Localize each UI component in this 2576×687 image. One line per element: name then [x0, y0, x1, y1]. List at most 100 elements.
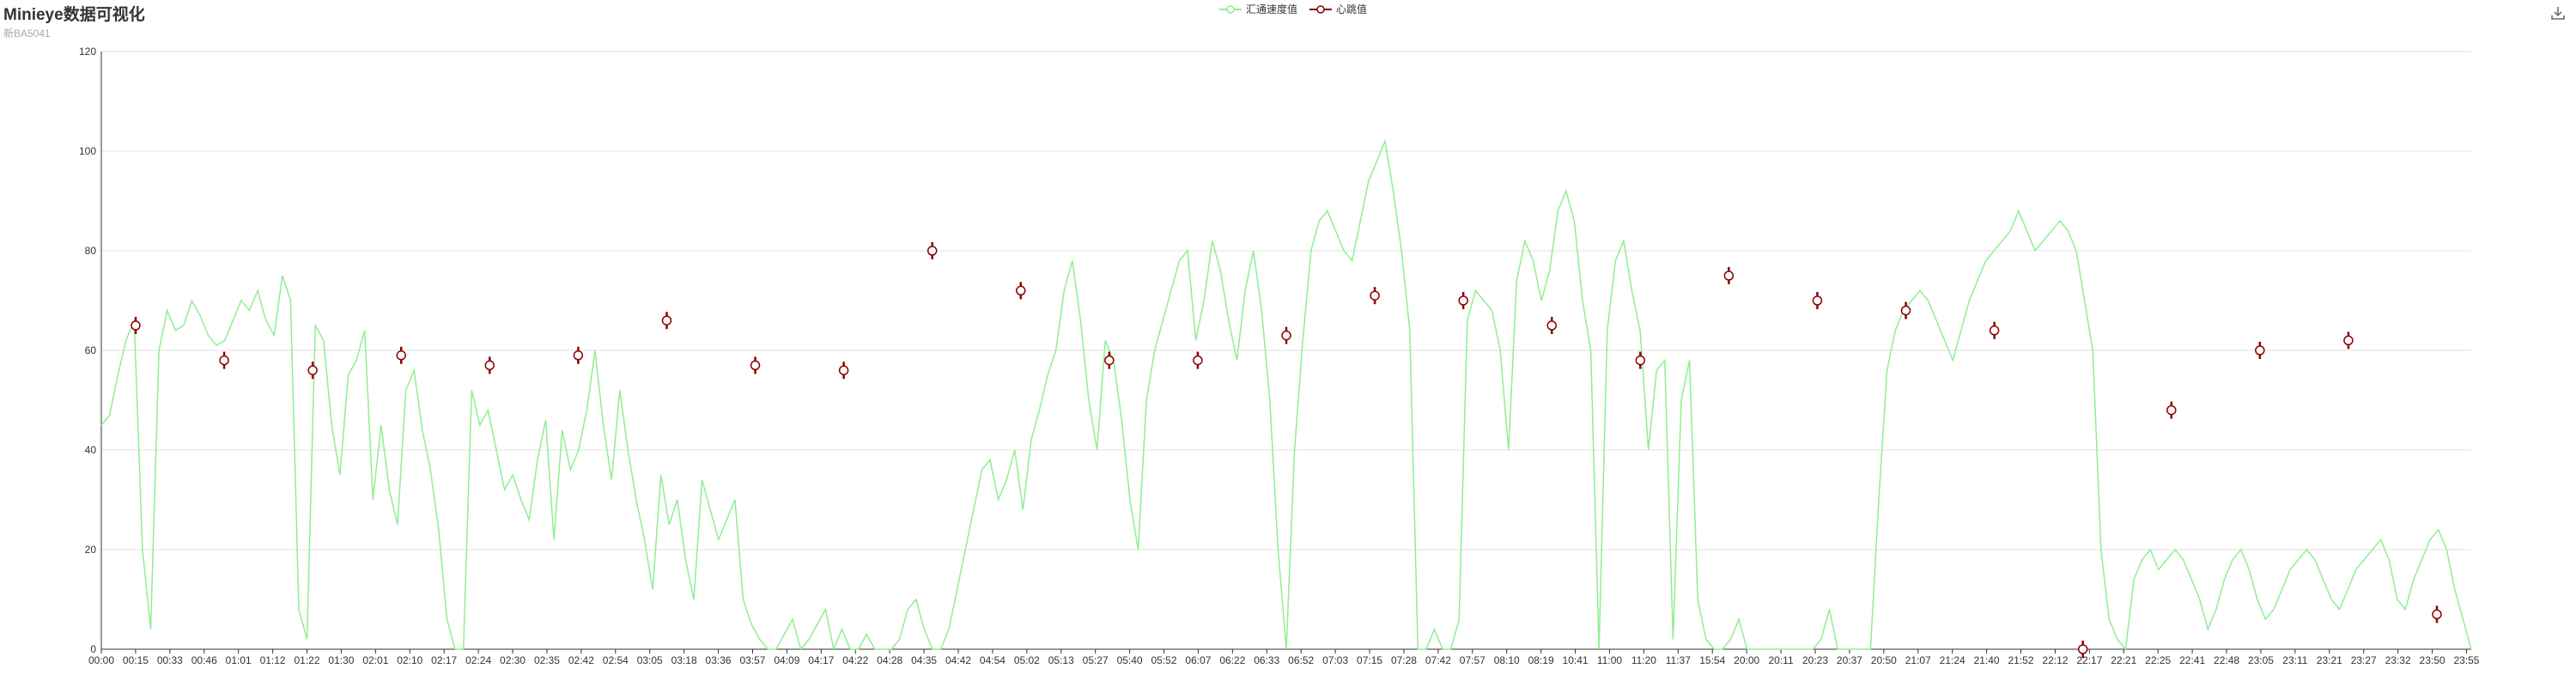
- x-tick-label: 06:22: [1219, 654, 1245, 666]
- legend-speed-icon: [1219, 4, 1242, 14]
- y-tick-label: 20: [85, 544, 97, 556]
- chart-title: Minieye数据可视化: [3, 6, 145, 24]
- legend-heartbeat-label: 心跳值: [1336, 3, 1368, 15]
- heartbeat-point: [1016, 285, 1026, 296]
- heartbeat-point: [1458, 295, 1468, 306]
- x-tick-label: 15:54: [1699, 654, 1725, 666]
- series-speed: [100, 138, 2472, 652]
- x-tick-label: 05:40: [1117, 654, 1143, 666]
- heartbeat-point: [1104, 355, 1115, 366]
- x-tick-label: 22:41: [2179, 654, 2205, 666]
- x-tick-label: 10:41: [1563, 654, 1589, 666]
- x-tick-label: 08:19: [1528, 654, 1554, 666]
- heartbeat-point: [2255, 345, 2265, 356]
- x-tick-label: 21:40: [1974, 654, 2000, 666]
- heartbeat-point: [1989, 325, 2000, 336]
- heartbeat-point: [1193, 355, 1203, 366]
- heartbeat-point: [219, 355, 229, 366]
- x-tick-label: 01:22: [295, 654, 320, 666]
- heartbeat-point: [1723, 271, 1735, 281]
- x-tick-label: 02:35: [534, 654, 560, 666]
- series-heartbeat: [131, 242, 2442, 658]
- heartbeat-point: [2343, 335, 2354, 346]
- x-tick-label: 04:17: [808, 654, 834, 666]
- download-icon: [2551, 7, 2565, 20]
- x-tick-label: 04:35: [911, 654, 937, 666]
- heartbeat-point: [2166, 404, 2177, 416]
- x-tick-label: 11:37: [1666, 654, 1691, 666]
- x-tick-label: 05:02: [1014, 654, 1040, 666]
- x-tick-label: 04:42: [945, 654, 971, 666]
- x-tick-label: 02:10: [397, 654, 422, 666]
- x-tick-label: 20:50: [1871, 654, 1897, 666]
- x-tick-label: 23:05: [2248, 654, 2274, 666]
- x-tick-label: 23:27: [2351, 654, 2377, 666]
- x-tick-label: 11:20: [1631, 654, 1656, 666]
- x-tick-label: 21:24: [1940, 654, 1965, 666]
- x-tick-label: 01:01: [226, 654, 252, 666]
- x-tick-label: 03:36: [706, 654, 732, 666]
- x-tick-label: 23:11: [2282, 654, 2307, 666]
- x-tick-label: 23:21: [2317, 654, 2342, 666]
- x-tick-label: 02:30: [500, 654, 526, 666]
- x-tick-label: 07:57: [1460, 654, 1485, 666]
- x-tick-label: 04:54: [980, 654, 1005, 666]
- x-tick-label: 20:37: [1837, 654, 1862, 666]
- y-tick-label: 100: [79, 145, 96, 157]
- legend-item-speed[interactable]: 汇通速度值: [1219, 2, 1297, 16]
- x-tick-label: 07:15: [1357, 654, 1382, 666]
- x-tick-label: 05:52: [1151, 654, 1177, 666]
- heartbeat-point: [2077, 644, 2088, 654]
- x-tick-label: 01:30: [328, 654, 354, 666]
- x-tick-label: 06:52: [1288, 654, 1314, 666]
- x-tick-label: 06:33: [1254, 654, 1279, 666]
- x-tick-label: 03:18: [671, 654, 697, 666]
- x-tick-label: 20:23: [1802, 654, 1828, 666]
- heartbeat-point: [1635, 355, 1646, 366]
- x-tick-label: 23:55: [2453, 654, 2479, 666]
- x-tick-label: 02:54: [603, 654, 629, 666]
- heartbeat-point: [1900, 305, 1911, 316]
- x-tick-label: 06:07: [1185, 654, 1211, 666]
- legend-heartbeat-icon: [1309, 4, 1333, 14]
- heartbeat-point: [131, 320, 141, 331]
- save-image-button[interactable]: [2550, 5, 2566, 21]
- x-tick-label: 04:28: [877, 654, 902, 666]
- x-tick-label: 00:33: [157, 654, 183, 666]
- x-tick-label: 21:52: [2008, 654, 2034, 666]
- heartbeat-point: [396, 350, 406, 361]
- heartbeat-point: [1812, 295, 1823, 306]
- x-tick-label: 04:22: [842, 654, 868, 666]
- heartbeat-point: [573, 350, 584, 361]
- x-tick-label: 23:50: [2420, 654, 2445, 666]
- x-tick-label: 03:57: [739, 654, 765, 666]
- y-tick-label: 0: [90, 643, 96, 655]
- legend: 汇通速度值 心跳值: [1219, 2, 1367, 16]
- heartbeat-point: [484, 360, 495, 371]
- heartbeat-point: [1281, 330, 1291, 341]
- x-tick-label: 22:12: [2042, 654, 2068, 666]
- x-tick-label: 04:09: [774, 654, 799, 666]
- heartbeat-point: [661, 315, 672, 325]
- x-tick-label: 22:48: [2214, 654, 2239, 666]
- x-tick-label: 21:07: [1905, 654, 1931, 666]
- x-tick-label: 22:25: [2145, 654, 2171, 666]
- heartbeat-point: [838, 365, 849, 375]
- x-tick-label: 07:03: [1322, 654, 1348, 666]
- y-tick-label: 40: [85, 444, 97, 456]
- heartbeat-point: [2432, 609, 2442, 620]
- chart-subtitle: 新BA5041: [3, 27, 51, 40]
- heartbeat-point: [1370, 290, 1380, 301]
- x-tick-label: 05:13: [1048, 654, 1074, 666]
- x-tick-label: 20:11: [1769, 654, 1794, 666]
- x-tick-label: 02:01: [362, 654, 388, 666]
- x-tick-label: 23:32: [2385, 654, 2411, 666]
- x-tick-label: 03:05: [637, 654, 663, 666]
- x-tick-label: 22:21: [2111, 654, 2136, 666]
- legend-item-heartbeat[interactable]: 心跳值: [1309, 2, 1367, 16]
- x-tick-label: 02:42: [568, 654, 594, 666]
- x-tick-label: 20:00: [1734, 654, 1759, 666]
- heartbeat-point: [750, 360, 761, 371]
- x-tick-label: 22:17: [2076, 654, 2102, 666]
